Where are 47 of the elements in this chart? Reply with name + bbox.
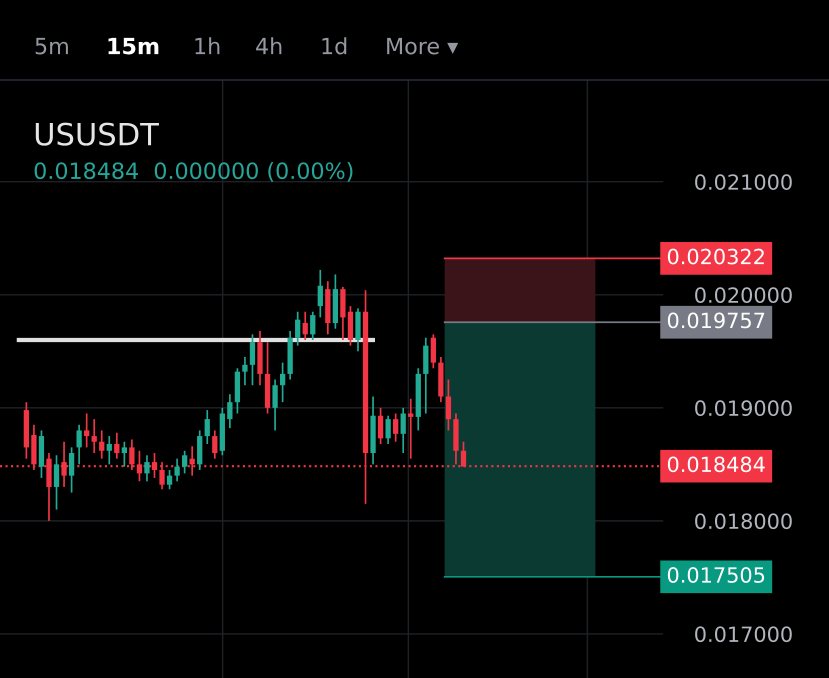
candlestick (295, 310, 300, 346)
candlestick (250, 334, 256, 386)
candlestick (68, 446, 74, 494)
candlestick (242, 356, 248, 386)
ref-line-label: 0.020322 (668, 248, 764, 264)
candlestick (446, 378, 452, 432)
text: 15m (108, 38, 158, 54)
text: More ▾ (387, 38, 458, 54)
candlestick (272, 378, 278, 432)
candlestick (99, 430, 104, 460)
candlestick (174, 458, 180, 482)
candlestick (400, 406, 406, 454)
candlestick (106, 435, 112, 466)
candlestick (166, 469, 172, 490)
candlestick (84, 412, 90, 448)
text: 0.018484 0.000000 (0.00%) (34, 162, 352, 182)
candlestick (378, 406, 384, 445)
candlestick (212, 430, 218, 460)
candlestick (114, 432, 120, 460)
text: 5m (36, 38, 68, 54)
ref-line-label: 0.017505 (668, 567, 764, 583)
candlestick (76, 424, 82, 466)
text: USUSDT (36, 122, 159, 146)
candlestick (318, 269, 323, 318)
candlestick (302, 310, 308, 341)
y-tick-label: 0.020000 (695, 287, 792, 303)
candlestick (227, 393, 232, 430)
y-tick-label: 0.017000 (695, 626, 792, 642)
candlestick (393, 412, 398, 443)
candlestick (92, 418, 97, 454)
candlestick (280, 362, 286, 404)
y-tick-label: 0.018000 (695, 513, 792, 530)
candlestick (54, 454, 60, 510)
y-tick-label: 0.021000 (695, 174, 792, 190)
ref-line-label: 0.018484 (668, 456, 765, 472)
candlestick (310, 310, 316, 341)
text: 1d (322, 37, 346, 54)
candlestick (408, 398, 414, 460)
text: 1h (195, 37, 220, 54)
candlestick (385, 414, 391, 445)
y-tick-label: 0.019000 (695, 400, 792, 416)
candlestick (122, 440, 127, 468)
ref-line-label: 0.019757 (668, 312, 764, 328)
candlestick (182, 450, 188, 474)
candlestick (144, 454, 150, 482)
text: 4h (256, 37, 282, 54)
candlestick (204, 409, 210, 445)
